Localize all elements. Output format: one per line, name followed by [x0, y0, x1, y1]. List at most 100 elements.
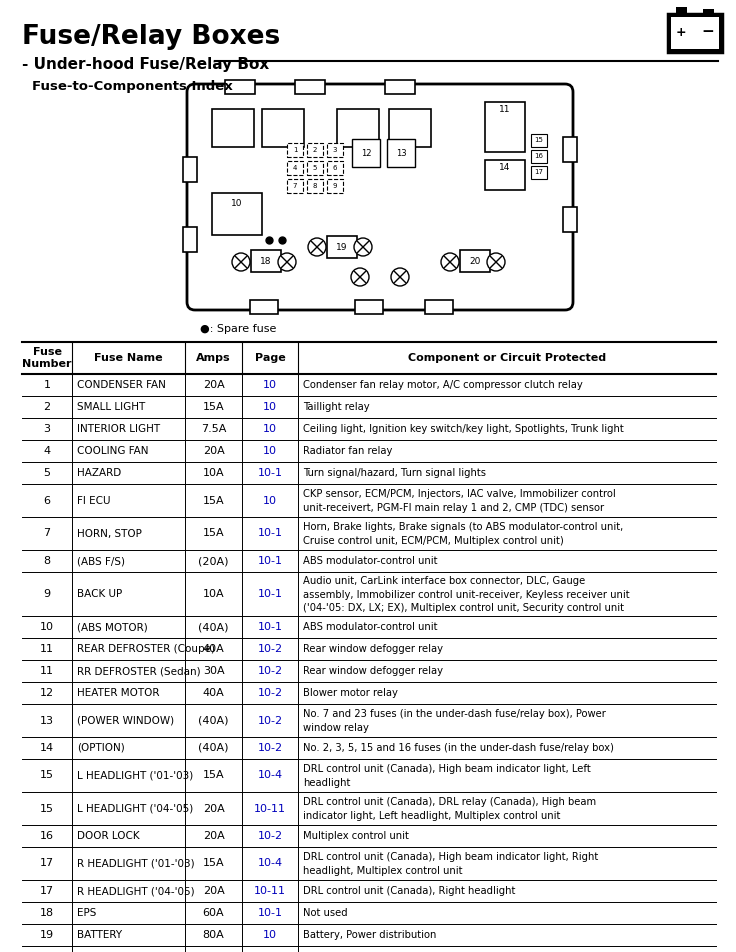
Text: 11: 11 — [40, 666, 54, 676]
Text: 3: 3 — [43, 424, 51, 434]
Text: Taillight relay: Taillight relay — [303, 402, 369, 412]
Text: 10-11: 10-11 — [254, 886, 286, 896]
Text: 80A: 80A — [202, 930, 224, 940]
Text: 20A: 20A — [202, 380, 224, 390]
Text: RR DEFROSTER (Sedan): RR DEFROSTER (Sedan) — [77, 666, 201, 676]
Text: EPS: EPS — [77, 908, 96, 918]
Text: 11: 11 — [40, 644, 54, 654]
Bar — [262, 109, 304, 147]
Text: 17: 17 — [40, 886, 54, 896]
Bar — [337, 109, 379, 147]
Text: 15A: 15A — [202, 770, 224, 781]
Text: Multiplex control unit: Multiplex control unit — [303, 831, 409, 841]
Text: (POWER WINDOW): (POWER WINDOW) — [77, 716, 174, 725]
Bar — [425, 300, 453, 314]
Text: 10-1: 10-1 — [258, 528, 283, 539]
Bar — [485, 160, 525, 190]
Circle shape — [354, 238, 372, 256]
Text: 4: 4 — [43, 446, 51, 456]
Text: 40A: 40A — [202, 644, 224, 654]
Bar — [250, 300, 278, 314]
Bar — [287, 179, 303, 193]
Text: SMALL LIGHT: SMALL LIGHT — [77, 402, 145, 412]
Text: 10: 10 — [263, 380, 277, 390]
Text: Battery, Power distribution: Battery, Power distribution — [303, 930, 436, 940]
Text: 14: 14 — [40, 743, 54, 753]
Text: window relay: window relay — [303, 724, 369, 733]
Text: 7: 7 — [43, 528, 51, 539]
Text: 10-4: 10-4 — [258, 770, 283, 781]
Circle shape — [351, 268, 369, 286]
Text: Condenser fan relay motor, A/C compressor clutch relay: Condenser fan relay motor, A/C compresso… — [303, 380, 583, 390]
Text: 5: 5 — [313, 165, 317, 171]
Text: 10-1: 10-1 — [258, 589, 283, 599]
Text: 15: 15 — [40, 770, 54, 781]
Text: DRL control unit (Canada), High beam indicator light, Right: DRL control unit (Canada), High beam ind… — [303, 852, 598, 863]
Text: 10-1: 10-1 — [258, 468, 283, 478]
Text: 18: 18 — [261, 256, 272, 266]
Text: CKP sensor, ECM/PCM, Injectors, IAC valve, Immobilizer control: CKP sensor, ECM/PCM, Injectors, IAC valv… — [303, 489, 616, 499]
Bar — [389, 109, 431, 147]
Text: 16: 16 — [40, 831, 54, 841]
Text: ●: Spare fuse: ●: Spare fuse — [200, 324, 277, 334]
Bar — [212, 109, 254, 147]
FancyBboxPatch shape — [187, 84, 573, 310]
Text: Amps: Amps — [197, 353, 231, 363]
Text: 4: 4 — [293, 165, 297, 171]
Text: 10-11: 10-11 — [254, 803, 286, 814]
Text: +: + — [676, 26, 686, 38]
Text: Blower motor relay: Blower motor relay — [303, 688, 398, 698]
Circle shape — [308, 238, 326, 256]
Text: 15A: 15A — [202, 859, 224, 868]
Circle shape — [278, 253, 296, 271]
Bar — [563, 207, 577, 232]
Bar — [352, 139, 380, 167]
Text: Cruise control unit, ECM/PCM, Multiplex control unit): Cruise control unit, ECM/PCM, Multiplex … — [303, 536, 564, 546]
Bar — [460, 250, 490, 272]
Bar — [212, 193, 262, 235]
Text: 10-1: 10-1 — [258, 622, 283, 632]
Bar — [307, 143, 323, 157]
Text: −: − — [701, 25, 715, 39]
Text: CONDENSER FAN: CONDENSER FAN — [77, 380, 166, 390]
Bar — [327, 179, 343, 193]
Text: 10: 10 — [263, 424, 277, 434]
Text: 10-2: 10-2 — [258, 831, 283, 841]
Bar — [307, 179, 323, 193]
Text: 11: 11 — [499, 106, 511, 114]
Text: 10: 10 — [231, 199, 243, 208]
Text: 20A: 20A — [202, 886, 224, 896]
Text: COOLING FAN: COOLING FAN — [77, 446, 149, 456]
Bar — [183, 157, 197, 182]
Text: 15A: 15A — [202, 495, 224, 506]
Text: Rear window defogger relay: Rear window defogger relay — [303, 666, 443, 676]
Text: 19: 19 — [336, 243, 347, 251]
Text: 8: 8 — [43, 556, 51, 566]
Text: 3: 3 — [333, 147, 337, 153]
Bar — [225, 80, 255, 94]
Bar — [671, 17, 719, 49]
Text: ABS modulator-control unit: ABS modulator-control unit — [303, 556, 437, 566]
Text: 10: 10 — [263, 446, 277, 456]
Text: 20: 20 — [470, 256, 481, 266]
Text: Page: Page — [255, 353, 286, 363]
Text: 7: 7 — [293, 183, 297, 189]
Text: Rear window defogger relay: Rear window defogger relay — [303, 644, 443, 654]
Text: 10: 10 — [263, 495, 277, 506]
Text: 10A: 10A — [202, 468, 224, 478]
Bar — [287, 143, 303, 157]
Bar — [385, 80, 415, 94]
Text: Component or Circuit Protected: Component or Circuit Protected — [408, 353, 606, 363]
Text: Fuse-to-Components Index: Fuse-to-Components Index — [32, 80, 233, 93]
Text: 2: 2 — [313, 147, 317, 153]
Text: (40A): (40A) — [198, 622, 229, 632]
Text: (40A): (40A) — [198, 743, 229, 753]
Text: assembly, Immobilizer control unit-receiver, Keyless receiver unit: assembly, Immobilizer control unit-recei… — [303, 589, 629, 600]
Text: 12: 12 — [361, 149, 371, 157]
Text: 10-2: 10-2 — [258, 666, 283, 676]
Text: 10: 10 — [263, 402, 277, 412]
Text: - Under-hood Fuse/Relay Box: - Under-hood Fuse/Relay Box — [22, 57, 275, 72]
Text: Radiator fan relay: Radiator fan relay — [303, 446, 392, 456]
Text: 6: 6 — [333, 165, 337, 171]
Text: Ceiling light, Ignition key switch/key light, Spotlights, Trunk light: Ceiling light, Ignition key switch/key l… — [303, 424, 623, 434]
